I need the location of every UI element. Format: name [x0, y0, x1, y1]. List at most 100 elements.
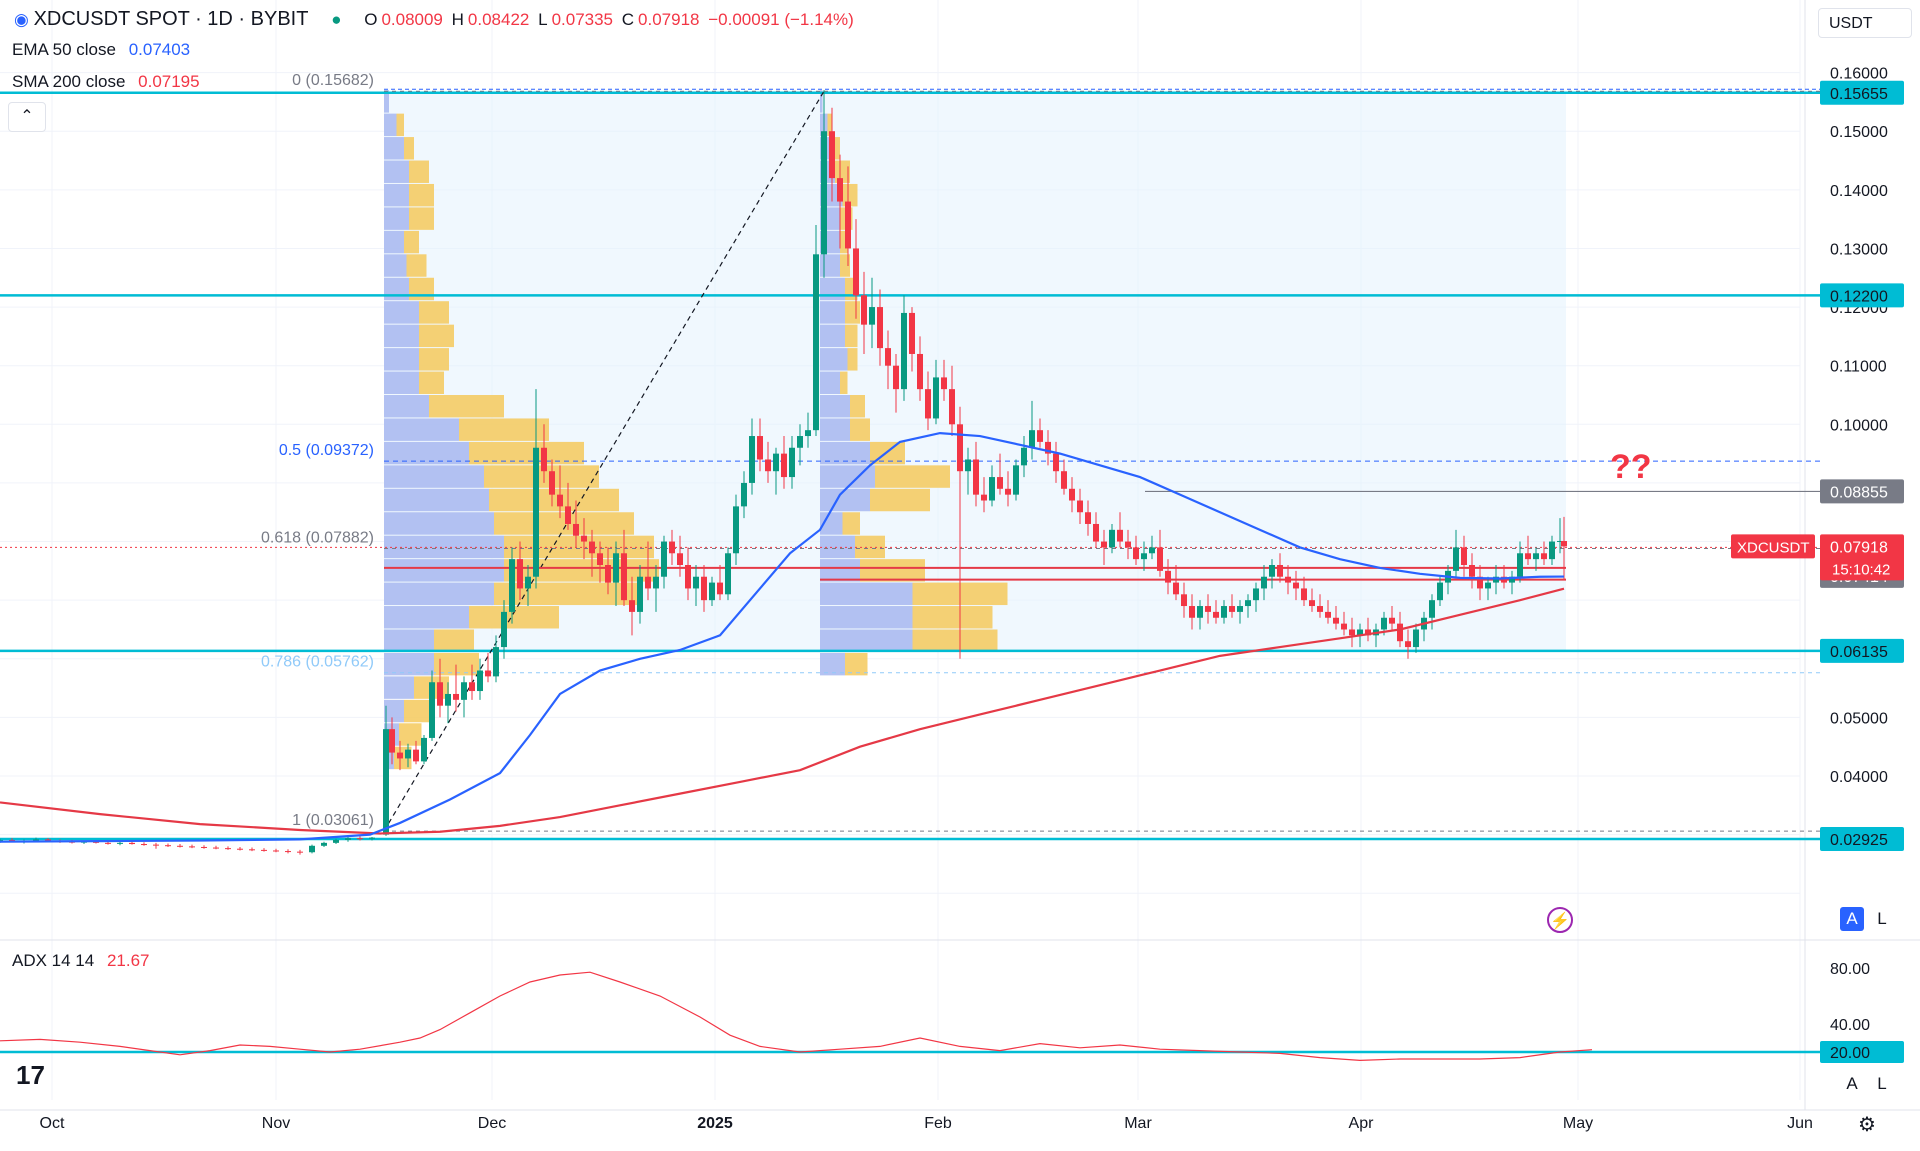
close-value: 0.07918 [638, 10, 700, 29]
candle-body [0, 839, 3, 841]
price-tag-label: 0.08855 [1830, 484, 1888, 501]
candle-body [1341, 623, 1347, 630]
currency-selector[interactable]: USDT [1818, 8, 1912, 38]
ema-value: 0.07403 [128, 40, 191, 59]
vp-left-bar [429, 395, 504, 418]
vp-right-bar [820, 629, 913, 652]
symbol-logo-icon: ◉ [14, 10, 29, 29]
candle-body [1181, 594, 1187, 607]
last-price-tag [1820, 534, 1904, 581]
vp-left-bar [484, 465, 599, 488]
sma-legend[interactable]: SMA 200 close 0.07195 [12, 72, 200, 92]
vp-right-bar [912, 606, 993, 629]
settings-gear-icon[interactable]: ⚙ [1858, 1114, 1876, 1136]
candle-body [725, 553, 731, 595]
candle-body [789, 447, 795, 478]
candle-body [1325, 611, 1331, 618]
candle-body [517, 559, 523, 589]
vp-left-bar [409, 277, 434, 301]
vp-right-bar [820, 254, 840, 277]
candle-body [129, 842, 135, 845]
candle-body [1413, 629, 1419, 648]
candle-body [1509, 576, 1515, 583]
market-status-icon: ● [331, 10, 342, 29]
adx-pane[interactable]: 80.00 40.00 20.00 [0, 961, 1904, 1063]
vp-left-bar [384, 441, 469, 465]
lightning-icon[interactable]: ⚡ [1547, 907, 1573, 933]
fib-label: 1 (0.03061) [292, 812, 374, 829]
vp-left-bar [384, 418, 459, 441]
price-tick-label: 0.11000 [1830, 359, 1887, 376]
candle-body [1077, 500, 1083, 513]
candle-body [741, 482, 747, 507]
candle-body [309, 845, 315, 853]
vp-right-bar [820, 277, 845, 301]
fib-levels[interactable]: 0 (0.15682) 0.5 (0.09372) 0.618 (0.07882) 0… [0, 72, 1820, 832]
adx-legend[interactable]: ADX 14 14 21.67 [12, 951, 150, 971]
log-scale-button[interactable]: L [1877, 909, 1887, 928]
time-tick-label: Oct [40, 1115, 65, 1132]
vp-right-bar [820, 395, 850, 418]
vp-right-bar [820, 465, 875, 488]
vp-right-bar [842, 183, 858, 207]
candle-body [297, 851, 303, 853]
candle-body [1493, 576, 1499, 583]
vp-left-bar [406, 254, 427, 277]
price-axis[interactable]: 0.160000.150000.140000.130000.120000.110… [1820, 66, 1904, 852]
vp-right-bar [840, 230, 848, 254]
candle-body [949, 389, 955, 425]
candle-body [525, 576, 531, 589]
candle-body [877, 307, 883, 349]
vp-right-bar [845, 652, 868, 676]
candle-body [437, 682, 443, 706]
ema-legend[interactable]: EMA 50 close 0.07403 [12, 40, 190, 60]
candle-body [653, 576, 659, 589]
adx-auto-scale-button[interactable]: A [1846, 1074, 1858, 1093]
time-axis[interactable]: Oct Nov Dec 2025 Feb Mar Apr May Jun [40, 1115, 1813, 1132]
candle-body [165, 845, 171, 847]
candle-body [501, 611, 507, 648]
candle-body [357, 838, 363, 840]
vp-right-bar [820, 90, 823, 113]
candle-body [1101, 541, 1107, 548]
vp-left-bar [384, 582, 494, 606]
vp-right-bar [820, 488, 870, 512]
candle-body [383, 729, 389, 835]
candle-body [189, 846, 195, 848]
candle-body [821, 131, 827, 255]
adx-log-scale-button[interactable]: L [1877, 1074, 1887, 1093]
candle-body [1293, 582, 1299, 589]
time-tick-label: Jun [1787, 1115, 1813, 1132]
auto-scale-button[interactable]: A [1840, 907, 1864, 931]
vp-right-bar [820, 441, 870, 465]
vp-right-bar [860, 559, 925, 582]
candle-body [613, 553, 619, 583]
candle-body [1549, 541, 1555, 560]
candle-body [1045, 441, 1051, 454]
symbol-title[interactable]: XDCUSDT SPOT · 1D · BYBIT [33, 8, 309, 30]
vp-left-bar [384, 676, 414, 699]
candle-body [893, 365, 899, 390]
vp-left-bar [409, 160, 429, 183]
horizontal-levels[interactable] [0, 88, 1820, 841]
collapse-legend-button[interactable]: ⌃ [8, 102, 46, 132]
vp-left-bar [384, 230, 404, 254]
candle-body [1561, 541, 1567, 547]
candle-body [461, 682, 467, 700]
candle-body [1085, 512, 1091, 524]
candle-body [1485, 582, 1491, 589]
time-tick-label: Apr [1349, 1115, 1375, 1132]
candle-body [997, 477, 1003, 489]
vp-right-bar [870, 488, 930, 512]
candle-body [237, 848, 243, 850]
tradingview-logo: 17 [16, 1060, 45, 1090]
candle-body [1557, 540, 1563, 542]
level-tag-label: 0.06135 [1830, 644, 1888, 661]
candle-body [469, 682, 475, 692]
candle-body [1333, 617, 1339, 624]
price-tag [1820, 479, 1904, 504]
candle-body [701, 576, 707, 601]
candle-body [1197, 606, 1203, 618]
candle-body [249, 849, 255, 851]
